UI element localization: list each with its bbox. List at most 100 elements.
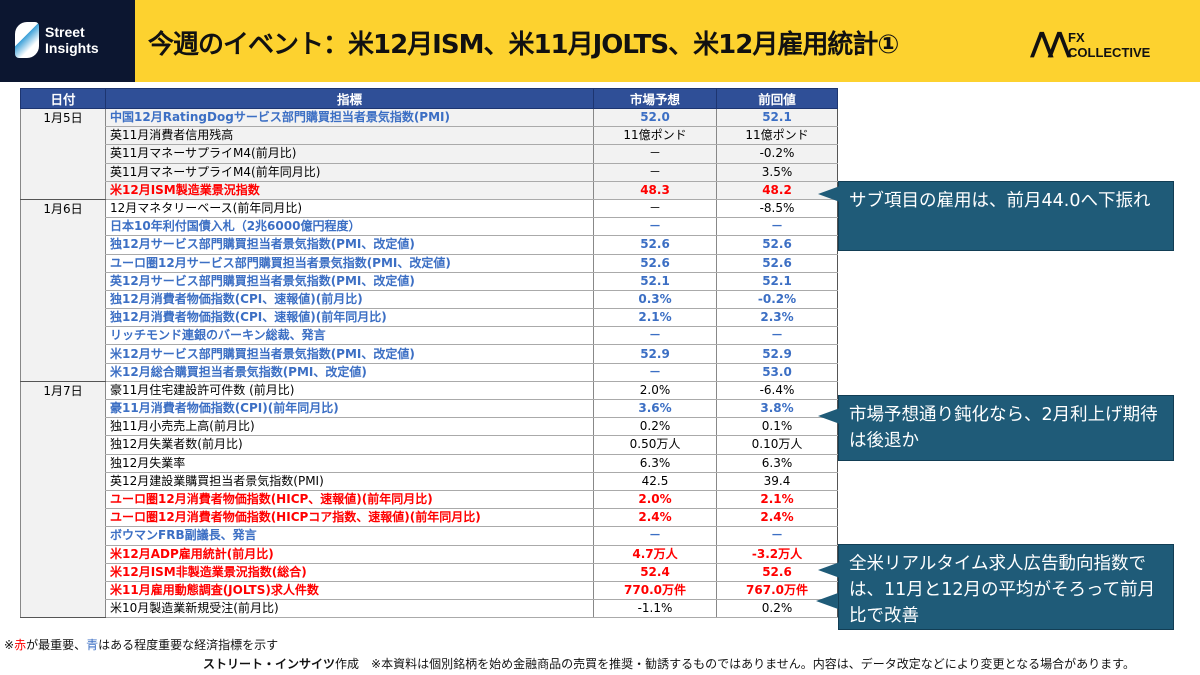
- indicator-cell: ユーロ圏12月消費者物価指数(HICP、速報値)(前年同月比): [105, 490, 594, 510]
- forecast-cell: 4.7万人: [593, 545, 717, 564]
- previous-cell: －: [716, 526, 838, 546]
- callout-arrow-icon: [816, 593, 838, 609]
- previous-cell: 2.3%: [716, 308, 838, 328]
- fx-logo-text: FX COLLECTIVE: [1068, 30, 1151, 60]
- table-row: 英12月サービス部門購買担当者景気指数(PMI、改定値) 52.1 52.1: [21, 272, 838, 291]
- table-row: 英12月建設業購買担当者景気指数(PMI) 42.5 39.4: [21, 472, 838, 491]
- indicator-cell: 独12月消費者物価指数(CPI、速報値)(前月比): [105, 290, 594, 310]
- fx-logo-mark-icon: ⋀⋀: [1030, 26, 1071, 59]
- table-row: リッチモンド連銀のバーキン総裁、発言－－: [21, 326, 838, 346]
- indicator-cell: 豪11月消費者物価指数(CPI)(前年同月比): [105, 399, 594, 419]
- previous-cell: 39.4: [716, 472, 838, 491]
- previous-cell: －: [716, 326, 838, 346]
- indicator-cell: 英11月マネーサプライM4(前年同月比): [105, 163, 594, 182]
- forecast-cell: 0.2%: [593, 417, 717, 437]
- logo-text: Street Insights: [45, 24, 99, 56]
- indicator-cell: 独12月サービス部門購買担当者景気指数(PMI、改定値): [105, 235, 594, 255]
- previous-cell: 0.1%: [716, 417, 838, 437]
- forecast-cell: 2.4%: [593, 508, 717, 528]
- table-row: 独12月消費者物価指数(CPI、速報値)(前年同月比) 2.1% 2.3%: [21, 308, 838, 328]
- forecast-cell: 52.6: [593, 235, 717, 255]
- forecast-cell: －: [593, 163, 717, 182]
- indicator-cell: リッチモンド連銀のバーキン総裁、発言: [105, 326, 594, 346]
- previous-cell: -3.2万人: [716, 545, 838, 564]
- indicator-cell: 米12月ISM製造業景況指数: [105, 181, 594, 200]
- forecast-cell: 0.50万人: [593, 435, 717, 455]
- table-row: 独12月失業者数(前月比) 0.50万人 0.10万人: [21, 435, 838, 455]
- table-row: 米11月雇用動態調査(JOLTS)求人件数 770.0万件 767.0万件: [21, 581, 838, 601]
- table-row: 米12月ADP雇用統計(前月比) 4.7万人 -3.2万人: [21, 545, 838, 564]
- previous-cell: 52.6: [716, 235, 838, 255]
- indicator-cell: 米11月雇用動態調査(JOLTS)求人件数: [105, 581, 594, 601]
- table-row: 独12月消費者物価指数(CPI、速報値)(前月比) 0.3% -0.2%: [21, 290, 838, 310]
- callout-arrow-icon: [818, 408, 840, 424]
- table-row: 米12月総合購買担当者景気指数(PMI、改定値) － 53.0: [21, 363, 838, 382]
- indicator-cell: 米12月ISM非製造業景況指数(総合): [105, 563, 594, 582]
- forecast-cell: 6.3%: [593, 454, 717, 473]
- col-indicator: 指標: [105, 88, 594, 109]
- legend-note: ※赤が最重要、青はある程度重要な経済指標を示す: [4, 636, 278, 653]
- indicator-cell: 独12月消費者物価指数(CPI、速報値)(前年同月比): [105, 308, 594, 328]
- indicator-cell: 米10月製造業新規受注(前月比): [105, 599, 594, 619]
- previous-cell: 52.1: [716, 272, 838, 291]
- previous-cell: 52.9: [716, 344, 838, 364]
- forecast-cell: 2.0%: [593, 380, 717, 401]
- note-blue: 青: [86, 638, 99, 652]
- note-suffix: はある程度重要な経済指標を示す: [98, 638, 279, 652]
- table-row: 米12月ISM製造業景況指数 48.3 48.2: [21, 181, 838, 200]
- forecast-cell: 11億ポンド: [593, 126, 717, 146]
- previous-cell: 3.8%: [716, 399, 838, 419]
- table-row: ユーロ圏12月サービス部門購買担当者景気指数(PMI、改定値) 52.6 52.6: [21, 254, 838, 273]
- forecast-cell: 52.9: [593, 344, 717, 364]
- logo-mark-icon: [15, 22, 39, 58]
- previous-cell: 6.3%: [716, 454, 838, 473]
- indicator-cell: 12月マネタリーベース(前年同月比): [105, 198, 594, 219]
- forecast-cell: 52.6: [593, 254, 717, 273]
- table-row: 日本10年利付国債入札（2兆6000億円程度）－－: [21, 217, 838, 237]
- table-row: 米10月製造業新規受注(前月比) -1.1% 0.2%: [21, 599, 838, 619]
- forecast-cell: 2.1%: [593, 308, 717, 328]
- previous-cell: 0.2%: [716, 599, 838, 619]
- indicator-cell: ボウマンFRB副議長、発言: [105, 526, 594, 546]
- col-previous: 前回値: [716, 88, 838, 109]
- callout-ism-employment: サブ項目の雇用は、前月44.0へ下振れ: [838, 181, 1174, 251]
- indicator-cell: 日本10年利付国債入札（2兆6000億円程度）: [105, 217, 594, 237]
- forecast-cell: 770.0万件: [593, 581, 717, 601]
- footer-credit: ストリート・インサイツ: [203, 657, 336, 671]
- previous-cell: 52.6: [716, 563, 838, 582]
- table-row: 独11月小売売上高(前月比) 0.2% 0.1%: [21, 417, 838, 437]
- forecast-cell: -1.1%: [593, 599, 717, 619]
- note-red: 赤: [14, 638, 27, 652]
- table-row: 1月6日 12月マネタリーベース(前年同月比) － -8.5%: [20, 198, 838, 382]
- previous-cell: －: [716, 217, 838, 237]
- table-row: 英11月消費者信用残高 11億ポンド 11億ポンド: [21, 126, 838, 146]
- indicator-cell: 英11月消費者信用残高: [105, 126, 594, 146]
- callout-arrow-icon: [818, 562, 840, 578]
- table-row: 独12月サービス部門購買担当者景気指数(PMI、改定値) 52.6 52.6: [21, 235, 838, 255]
- table-row: 1月5日 中国12月RatingDogサービス部門購買担当者景気指数(PMI) 52…: [20, 107, 838, 200]
- indicator-cell: 英12月サービス部門購買担当者景気指数(PMI、改定値): [105, 272, 594, 291]
- previous-cell: 48.2: [716, 181, 838, 200]
- table-row: 米12月ISM非製造業景況指数(総合) 52.4 52.6: [21, 563, 838, 582]
- table-row: ユーロ圏12月消費者物価指数(HICP、速報値)(前年同月比) 2.0% 2.1%: [21, 490, 838, 510]
- forecast-cell: 42.5: [593, 472, 717, 491]
- forecast-cell: 52.1: [593, 272, 717, 291]
- previous-cell: 2.4%: [716, 508, 838, 528]
- indicator-cell: ユーロ圏12月消費者物価指数(HICPコア指数、速報値)(前年同月比): [105, 508, 594, 528]
- indicator-cell: ユーロ圏12月サービス部門購買担当者景気指数(PMI、改定値): [105, 254, 594, 273]
- previous-cell: 52.1: [716, 107, 838, 128]
- indicator-cell: 中国12月RatingDogサービス部門購買担当者景気指数(PMI): [105, 107, 594, 128]
- previous-cell: 3.5%: [716, 163, 838, 182]
- forecast-cell: 52.4: [593, 563, 717, 582]
- previous-cell: 0.10万人: [716, 435, 838, 455]
- table-row: 豪11月消費者物価指数(CPI)(前年同月比) 3.6% 3.8%: [21, 399, 838, 419]
- table-row: 独12月失業率 6.3% 6.3%: [21, 454, 838, 473]
- forecast-cell: －: [593, 326, 717, 346]
- table-row: 英11月マネーサプライM4(前月比) － -0.2%: [21, 144, 838, 164]
- date-cell: 1月5日: [20, 108, 106, 200]
- forecast-cell: －: [593, 144, 717, 164]
- forecast-cell: 0.3%: [593, 290, 717, 310]
- indicator-cell: 米12月ADP雇用統計(前月比): [105, 545, 594, 564]
- previous-cell: 52.6: [716, 254, 838, 273]
- previous-cell: 767.0万件: [716, 581, 838, 601]
